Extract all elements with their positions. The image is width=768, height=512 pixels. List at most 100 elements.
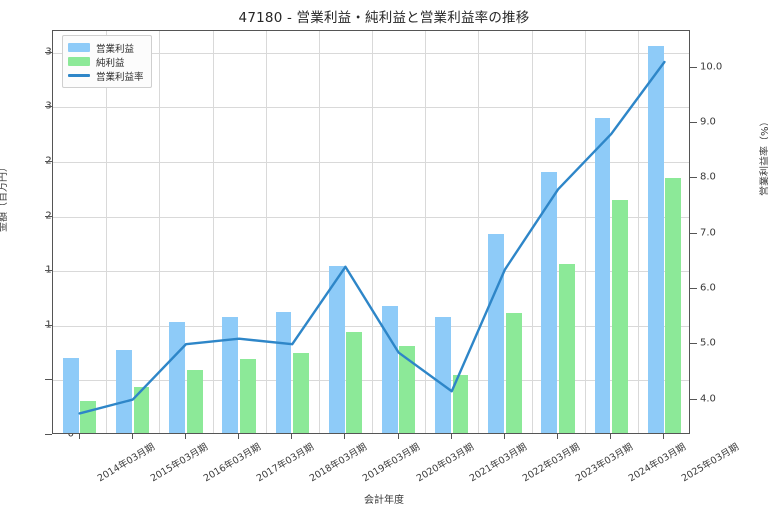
bar-net-profit (293, 353, 309, 433)
x-axis-tick-mark (291, 434, 293, 439)
bar-net-profit (399, 345, 416, 433)
gridline-vertical (318, 31, 320, 433)
gridline-horizontal (53, 162, 689, 164)
y-axis-right-tick-mark (690, 177, 697, 179)
y-axis-left-tick-mark (45, 51, 52, 53)
y-axis-right-tick-mark (690, 398, 697, 400)
x-axis-tick-label: 2017年03月期 (254, 441, 317, 485)
bar-operating-profit (62, 357, 79, 433)
gridline-vertical (584, 31, 586, 433)
y-axis-right-tick-mark (690, 232, 697, 234)
gridline-vertical (265, 31, 267, 433)
bar-operating-profit (647, 46, 664, 433)
y-axis-right-tick-label: 6.0 (700, 282, 716, 294)
legend-item-operating-margin[interactable]: 営業利益率 (68, 69, 144, 83)
gridline-horizontal (53, 216, 689, 218)
x-axis-tick-label: 2025年03月期 (680, 441, 742, 485)
x-axis-tick-label: 2022年03月期 (520, 441, 582, 485)
gridline-vertical (478, 31, 480, 433)
y-axis-left-tick-mark (45, 434, 52, 435)
gridline-horizontal (53, 52, 689, 54)
bar-net-profit (346, 332, 363, 433)
y-axis-right-tick-mark (690, 121, 697, 123)
y-axis-left-tick-mark (45, 379, 52, 381)
bar-net-profit (239, 359, 256, 433)
x-axis-tick-mark (238, 434, 240, 439)
y-axis-right-label: 営業利益率（%） (760, 116, 768, 196)
bar-net-profit (558, 263, 575, 433)
x-axis-tick-label: 2021年03月期 (467, 441, 529, 485)
x-axis-tick-mark (610, 434, 612, 439)
bar-operating-profit (116, 350, 132, 433)
gridline-horizontal (53, 380, 689, 382)
plot-area (52, 30, 690, 434)
x-axis-tick-mark (344, 434, 346, 439)
legend-swatch-bar-icon (68, 43, 90, 52)
y-axis-right-tick-mark (690, 343, 697, 345)
bar-operating-profit (541, 171, 558, 433)
bar-net-profit (452, 375, 469, 433)
x-axis-tick-label: 2023年03月期 (573, 441, 636, 485)
y-axis-left-tick-mark (45, 324, 52, 326)
bar-operating-profit (328, 265, 345, 433)
bar-net-profit (505, 312, 522, 433)
rate-line-layer (78, 60, 666, 415)
y-axis-left-tick-mark (45, 106, 52, 108)
legend-item-operating-profit[interactable]: 営業利益 (68, 41, 144, 55)
legend-swatch-bar-icon (68, 57, 90, 66)
x-axis-tick-label: 2020年03月期 (414, 441, 476, 485)
bar-net-profit (612, 200, 628, 433)
y-axis-right-tick-label: 9.0 (700, 116, 716, 128)
gridline-vertical (425, 31, 427, 433)
x-axis-tick-mark (397, 434, 399, 439)
y-axis-right-tick-label: 10.0 (700, 61, 723, 73)
x-axis-tick-mark (184, 434, 186, 439)
plot-inner (53, 31, 689, 433)
y-axis-left-tick-mark (45, 161, 52, 163)
x-axis-tick-label: 2018年03月期 (308, 441, 370, 485)
gridline-vertical (106, 31, 108, 433)
y-axis-right-tick-mark (690, 66, 697, 68)
x-axis-tick-label: 2024年03月期 (627, 441, 689, 485)
x-axis-tick-mark (450, 434, 452, 439)
chart-title: 47180 - 営業利益・純利益と営業利益率の推移 (238, 10, 530, 26)
bar-operating-profit (488, 234, 505, 433)
gridline-horizontal (53, 271, 689, 273)
gridline-vertical (372, 31, 373, 433)
line-operating-margin (78, 60, 666, 415)
bar-operating-profit (435, 317, 451, 433)
bar-operating-profit (594, 118, 611, 433)
y-axis-right-tick-label: 5.0 (700, 337, 716, 349)
bar-net-profit (186, 370, 203, 433)
legend-swatch-line-icon (68, 74, 90, 77)
gridline-vertical (212, 31, 214, 433)
gridline-horizontal (53, 325, 689, 327)
x-axis-label: 会計年度 (364, 495, 404, 506)
x-axis-tick-mark (503, 434, 505, 439)
y-axis-right-tick-label: 4.0 (700, 393, 716, 405)
legend-label: 営業利益率 (96, 71, 144, 83)
chart-legend: 営業利益 純利益 営業利益率 (62, 35, 152, 88)
y-axis-left-label: 金額（百万円） (0, 162, 9, 232)
legend-label: 純利益 (96, 57, 125, 69)
legend-label: 営業利益 (96, 43, 135, 55)
y-axis-left-tick-mark (45, 270, 52, 272)
legend-item-net-profit[interactable]: 純利益 (68, 55, 144, 69)
x-axis-tick-mark (557, 434, 559, 439)
x-axis-tick-mark (131, 434, 133, 439)
gridline-vertical (637, 31, 639, 433)
gridline-horizontal (53, 107, 689, 109)
gridline-vertical (159, 31, 161, 433)
y-axis-right-tick-mark (690, 287, 697, 289)
y-axis-left-tick-mark (45, 215, 52, 217)
x-axis-tick-mark (78, 434, 80, 439)
gridline-vertical (531, 31, 533, 433)
bar-net-profit (133, 386, 150, 433)
y-axis-right-tick-label: 8.0 (700, 171, 716, 183)
x-axis-tick-label: 2019年03月期 (361, 441, 423, 485)
x-axis-tick-label: 2015年03月期 (148, 441, 210, 485)
bar-operating-profit (222, 317, 239, 433)
x-axis-tick-label: 2016年03月期 (201, 441, 263, 485)
bar-net-profit (665, 177, 682, 433)
